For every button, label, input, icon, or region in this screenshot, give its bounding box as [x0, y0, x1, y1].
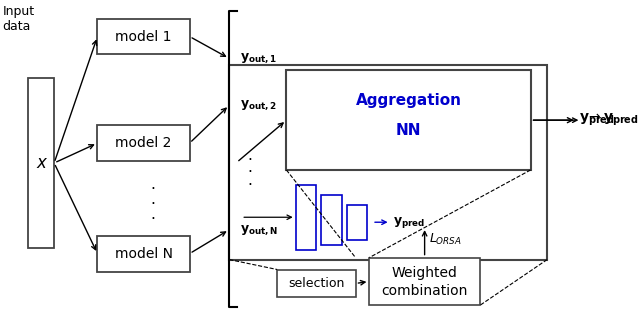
Bar	[348, 205, 367, 240]
Bar	[321, 195, 342, 245]
Bar	[296, 185, 316, 250]
Text: model 2: model 2	[115, 136, 172, 150]
Bar	[97, 19, 189, 54]
Text: Weighted: Weighted	[392, 266, 458, 280]
Bar	[97, 236, 189, 272]
Text: Aggregation: Aggregation	[355, 93, 461, 108]
Bar	[97, 125, 189, 161]
Text: $\mathbf{y}_{\mathbf{out,1}}$: $\mathbf{y}_{\mathbf{out,1}}$	[240, 52, 278, 65]
Text: .: .	[247, 148, 252, 162]
Text: combination: combination	[381, 284, 468, 298]
Text: $\mathbf{y}_{\mathbf{pred}}$: $\mathbf{y}_{\mathbf{pred}}$	[394, 215, 426, 230]
Text: Input
data: Input data	[3, 5, 35, 33]
Text: selection: selection	[288, 277, 344, 290]
Text: $\rightarrow\mathbf{y}_{\mathbf{pred}}$: $\rightarrow\mathbf{y}_{\mathbf{pred}}$	[586, 112, 639, 128]
Text: $\mathbf{y}_{\mathbf{pred}}$: $\mathbf{y}_{\mathbf{pred}}$	[579, 112, 615, 128]
Text: .: .	[150, 192, 155, 207]
Text: .: .	[247, 173, 252, 188]
Text: NN: NN	[396, 123, 421, 138]
Text: model 1: model 1	[115, 30, 172, 44]
Text: .: .	[150, 177, 155, 192]
Text: .: .	[247, 161, 252, 176]
Text: x: x	[36, 154, 46, 172]
Text: $L_{ORSA}$: $L_{ORSA}$	[429, 232, 462, 247]
Bar	[369, 258, 480, 305]
Text: .: .	[150, 207, 155, 222]
Bar	[277, 270, 355, 297]
Text: model N: model N	[115, 246, 173, 260]
Text: $\mathbf{y}_{\mathbf{out,N}}$: $\mathbf{y}_{\mathbf{out,N}}$	[240, 223, 278, 237]
Bar	[229, 66, 547, 259]
Bar	[286, 70, 531, 170]
Text: $\mathbf{y}_{\mathbf{out,2}}$: $\mathbf{y}_{\mathbf{out,2}}$	[240, 98, 277, 112]
Bar	[28, 78, 54, 248]
